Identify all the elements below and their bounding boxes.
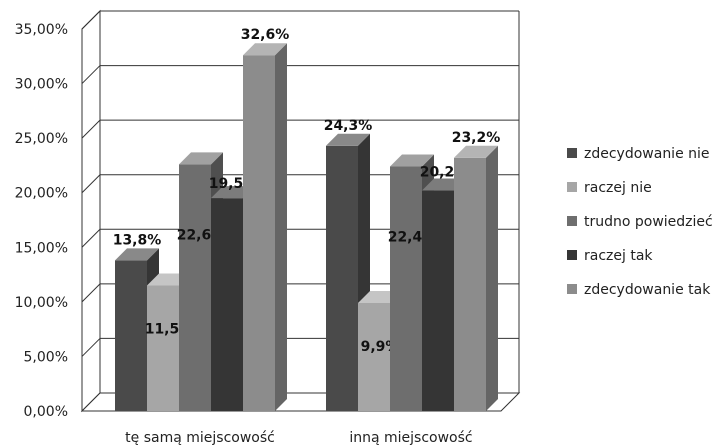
- legend-swatch: [567, 216, 577, 226]
- y-tick-label: 30,00%: [15, 77, 68, 93]
- y-tick-label: 5,00%: [24, 349, 68, 365]
- legend-swatch: [567, 182, 577, 192]
- gridline-side: [81, 119, 101, 139]
- bar: [390, 166, 422, 411]
- legend-swatch: [567, 284, 577, 294]
- legend-label: raczej nie: [584, 180, 652, 196]
- data-label: 13,8%: [113, 232, 162, 248]
- bar: [358, 302, 390, 411]
- legend-label: zdecydowanie tak: [584, 282, 711, 298]
- gridline-side: [81, 338, 101, 357]
- bar-top: [115, 248, 159, 261]
- data-label: 23,2%: [452, 130, 501, 146]
- gridline-side: [81, 10, 101, 30]
- bar-top: [243, 43, 287, 56]
- legend-swatch: [567, 250, 577, 260]
- legend-swatch: [567, 148, 577, 158]
- gridline-side: [81, 174, 101, 194]
- bar: [326, 145, 358, 412]
- y-tick-label: 15,00%: [15, 240, 68, 256]
- bar-side: [486, 145, 498, 411]
- bar: [147, 285, 179, 411]
- legend-label: raczej tak: [584, 248, 653, 264]
- legend-label: zdecydowanie nie: [584, 146, 710, 162]
- y-tick-label: 25,00%: [15, 131, 68, 147]
- bar: [211, 198, 243, 411]
- y-tick-label: 0,00%: [24, 404, 68, 420]
- bar-side: [275, 43, 287, 412]
- bar-top: [390, 154, 434, 167]
- y-tick-label: 35,00%: [15, 22, 68, 38]
- gridline-side: [81, 283, 101, 303]
- y-tick-label: 20,00%: [15, 186, 68, 202]
- bar-top: [179, 152, 223, 165]
- legend-label: trudno powiedzieć: [584, 214, 713, 230]
- y-tick-label: 10,00%: [15, 295, 68, 311]
- category-label: inną miejscowość: [349, 430, 472, 446]
- bar: [422, 190, 454, 411]
- gridline-side: [81, 228, 101, 248]
- gridline-side: [81, 65, 101, 84]
- bar: [243, 55, 275, 412]
- data-label: 24,3%: [324, 118, 373, 134]
- data-label: 9,9%: [361, 339, 400, 355]
- bar: [115, 260, 147, 411]
- side-wall: [81, 9, 101, 413]
- bar: [179, 164, 211, 411]
- bar-top: [454, 145, 498, 158]
- data-label: 32,6%: [241, 27, 290, 43]
- bar: [454, 157, 486, 411]
- bar-top: [326, 133, 370, 146]
- category-label: tę samą miejscowość: [125, 430, 275, 446]
